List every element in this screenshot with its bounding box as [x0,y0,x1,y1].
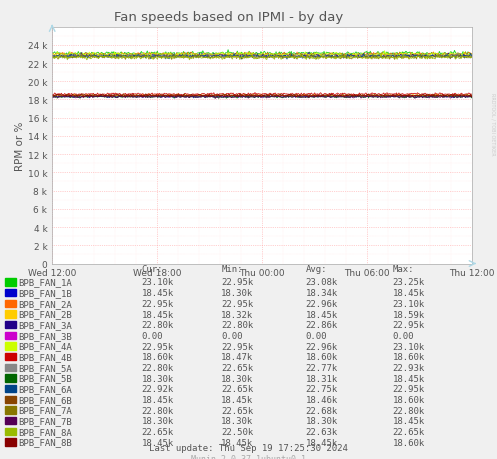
Text: 22.86k: 22.86k [306,320,338,330]
Text: BPB_FAN_7A: BPB_FAN_7A [18,406,72,414]
Text: 18.45k: 18.45k [306,437,338,447]
Text: Last update: Thu Sep 19 17:25:30 2024: Last update: Thu Sep 19 17:25:30 2024 [149,443,348,453]
Text: BPB_FAN_8B: BPB_FAN_8B [18,437,72,447]
Text: 0.00: 0.00 [393,331,414,340]
Text: 18.45k: 18.45k [142,310,174,319]
Text: 18.59k: 18.59k [393,310,425,319]
Text: 23.10k: 23.10k [142,278,174,287]
Y-axis label: RPM or %: RPM or % [15,121,25,170]
Text: 18.45k: 18.45k [221,395,253,404]
Text: BPB_FAN_2B: BPB_FAN_2B [18,310,72,319]
Text: 22.75k: 22.75k [306,384,338,393]
Text: 0.00: 0.00 [306,331,327,340]
Text: 22.80k: 22.80k [393,406,425,414]
Text: 18.45k: 18.45k [306,310,338,319]
Text: 22.80k: 22.80k [221,320,253,330]
Text: 22.96k: 22.96k [306,299,338,308]
Text: 18.60k: 18.60k [142,353,174,361]
Text: 0.00: 0.00 [142,331,163,340]
Text: 18.30k: 18.30k [142,374,174,383]
Text: BPB_FAN_3A: BPB_FAN_3A [18,320,72,330]
Text: 22.65k: 22.65k [393,427,425,436]
Text: 18.45k: 18.45k [142,289,174,297]
Text: 22.65k: 22.65k [221,384,253,393]
Text: 18.47k: 18.47k [221,353,253,361]
Text: Min:: Min: [221,265,243,274]
Text: 22.95k: 22.95k [142,299,174,308]
Text: 22.63k: 22.63k [306,427,338,436]
Text: 18.45k: 18.45k [142,395,174,404]
Text: 18.31k: 18.31k [306,374,338,383]
Text: 22.95k: 22.95k [393,320,425,330]
Text: 18.60k: 18.60k [393,437,425,447]
Text: 22.80k: 22.80k [142,406,174,414]
Text: Cur:: Cur: [142,265,163,274]
Text: 18.30k: 18.30k [221,289,253,297]
Text: 18.30k: 18.30k [221,416,253,425]
Text: 18.45k: 18.45k [221,437,253,447]
Text: BPB_FAN_7B: BPB_FAN_7B [18,416,72,425]
Text: BPB_FAN_6B: BPB_FAN_6B [18,395,72,404]
Text: 18.45k: 18.45k [393,374,425,383]
Text: 18.45k: 18.45k [393,416,425,425]
Text: Avg:: Avg: [306,265,327,274]
Text: BPB_FAN_5A: BPB_FAN_5A [18,363,72,372]
Text: 22.80k: 22.80k [142,363,174,372]
Text: BPB_FAN_2A: BPB_FAN_2A [18,299,72,308]
Text: 18.60k: 18.60k [393,395,425,404]
Text: 18.60k: 18.60k [393,353,425,361]
Text: 22.80k: 22.80k [142,320,174,330]
Text: 22.77k: 22.77k [306,363,338,372]
Text: BPB_FAN_5B: BPB_FAN_5B [18,374,72,383]
Text: 22.50k: 22.50k [221,427,253,436]
Text: 18.34k: 18.34k [306,289,338,297]
Text: 22.95k: 22.95k [142,342,174,351]
Text: BPB_FAN_3B: BPB_FAN_3B [18,331,72,340]
Text: 22.92k: 22.92k [142,384,174,393]
Text: BPB_FAN_4B: BPB_FAN_4B [18,353,72,361]
Text: 18.32k: 18.32k [221,310,253,319]
Text: 0.00: 0.00 [221,331,243,340]
Text: 22.65k: 22.65k [221,363,253,372]
Text: Fan speeds based on IPMI - by day: Fan speeds based on IPMI - by day [114,11,343,24]
Text: 22.93k: 22.93k [393,363,425,372]
Text: 23.10k: 23.10k [393,299,425,308]
Text: BPB_FAN_1B: BPB_FAN_1B [18,289,72,297]
Text: Munin 2.0.37-1ubuntu0.1: Munin 2.0.37-1ubuntu0.1 [191,454,306,459]
Text: 22.68k: 22.68k [306,406,338,414]
Text: 18.45k: 18.45k [393,289,425,297]
Text: 22.95k: 22.95k [221,278,253,287]
Text: 22.96k: 22.96k [306,342,338,351]
Text: 18.46k: 18.46k [306,395,338,404]
Text: BPB_FAN_8A: BPB_FAN_8A [18,427,72,436]
Text: 18.60k: 18.60k [306,353,338,361]
Text: BPB_FAN_1A: BPB_FAN_1A [18,278,72,287]
Text: 23.08k: 23.08k [306,278,338,287]
Text: 18.45k: 18.45k [142,437,174,447]
Text: BPB_FAN_4A: BPB_FAN_4A [18,342,72,351]
Text: 22.95k: 22.95k [393,384,425,393]
Text: 18.30k: 18.30k [142,416,174,425]
Text: 22.95k: 22.95k [221,342,253,351]
Text: 23.25k: 23.25k [393,278,425,287]
Text: 18.30k: 18.30k [306,416,338,425]
Text: 23.10k: 23.10k [393,342,425,351]
Text: BPB_FAN_6A: BPB_FAN_6A [18,384,72,393]
Text: 18.30k: 18.30k [221,374,253,383]
Text: 22.65k: 22.65k [142,427,174,436]
Text: 22.95k: 22.95k [221,299,253,308]
Text: 22.65k: 22.65k [221,406,253,414]
Text: Max:: Max: [393,265,414,274]
Text: RRDTOOL / TOBI OETIKER: RRDTOOL / TOBI OETIKER [491,93,496,155]
